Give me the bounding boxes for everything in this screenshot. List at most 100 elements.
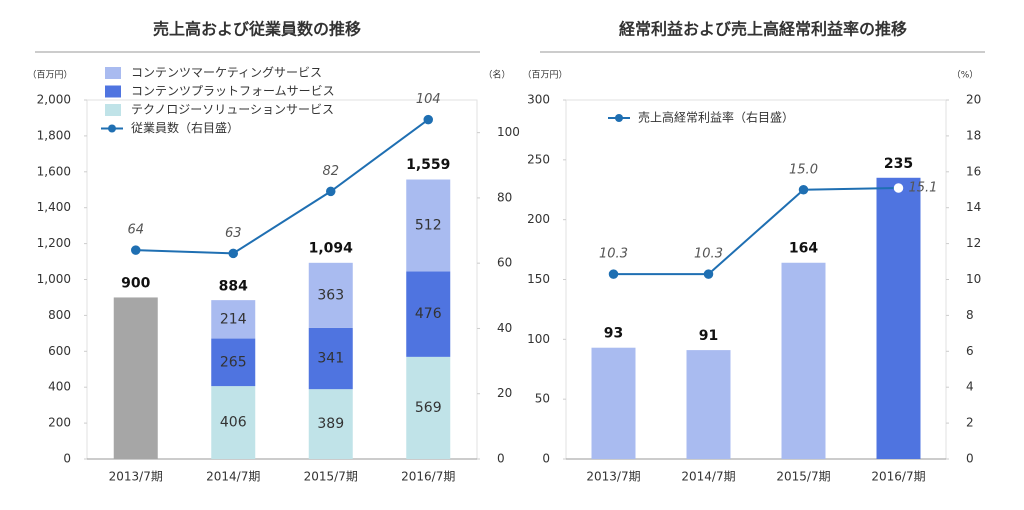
bar-label: 91 xyxy=(699,328,718,344)
y-tick-label: 0 xyxy=(63,452,71,466)
x-tick-label: 2013/7期 xyxy=(586,470,640,484)
line-point xyxy=(893,183,904,193)
y-tick-label: 300 xyxy=(527,93,550,107)
line-point xyxy=(326,186,336,197)
total-label: 884 xyxy=(219,278,248,294)
legend-swatch xyxy=(105,104,121,116)
y2-tick-label: 12 xyxy=(966,236,981,250)
line xyxy=(135,118,429,255)
bar xyxy=(308,389,353,459)
y-tick-label: 250 xyxy=(527,152,550,166)
legend-label: 売上高経常利益率（右目盛） xyxy=(638,110,794,125)
y2-tick-label: 16 xyxy=(966,164,981,178)
line-point xyxy=(131,245,141,255)
legend-dot xyxy=(108,124,116,133)
line-label: 15.0 xyxy=(789,162,818,177)
y2-tick-label: 0 xyxy=(497,452,505,466)
line-point xyxy=(608,269,619,279)
segment-label: 265 xyxy=(220,354,247,370)
y-tick-label: 150 xyxy=(527,272,550,286)
chart-title: 経常利益および売上高経常利益率の推移 xyxy=(619,20,907,39)
y2-tick-label: 2 xyxy=(966,416,974,430)
bar xyxy=(406,356,451,459)
line-point xyxy=(703,269,714,279)
y2-tick-label: 60 xyxy=(497,256,512,270)
y-tick-label: 600 xyxy=(48,344,71,358)
y-tick-label: 1,000 xyxy=(37,272,71,286)
y2-tick-label: 80 xyxy=(497,190,512,204)
chart-title: 売上高および従業員数の推移 xyxy=(153,20,361,39)
legend-label: 従業員数（右目盛） xyxy=(131,120,239,135)
total-label: 1,559 xyxy=(406,157,450,173)
bar xyxy=(876,177,921,460)
y2-tick-label: 4 xyxy=(966,380,974,394)
y2-tick-label: 40 xyxy=(497,321,512,335)
line-label: 15.1 xyxy=(909,180,938,195)
y-tick-label: 800 xyxy=(48,308,71,322)
legend-swatch xyxy=(105,67,121,79)
x-tick-label: 2016/7期 xyxy=(401,470,455,484)
y2-tick-label: 14 xyxy=(966,200,981,214)
segment-label: 512 xyxy=(415,217,442,233)
line-label: 82 xyxy=(322,164,339,179)
total-label: 900 xyxy=(121,275,150,291)
y-tick-label: 0 xyxy=(542,452,550,466)
bar xyxy=(211,338,256,387)
line-label: 64 xyxy=(127,223,144,238)
bar-label: 93 xyxy=(604,326,623,342)
bar xyxy=(113,297,158,459)
bar xyxy=(406,271,451,357)
line-point xyxy=(228,248,238,259)
x-tick-label: 2014/7期 xyxy=(206,470,260,484)
line-label: 104 xyxy=(416,92,441,107)
segment-label: 389 xyxy=(317,416,344,432)
y2-tick-label: 6 xyxy=(966,344,974,358)
segment-label: 569 xyxy=(415,400,442,416)
line-point xyxy=(423,114,433,125)
bar xyxy=(781,262,826,459)
total-label: 1,094 xyxy=(309,241,354,257)
x-tick-label: 2013/7期 xyxy=(109,470,163,484)
line xyxy=(613,186,899,276)
y2-tick-label: 100 xyxy=(497,125,520,139)
legend-label: コンテンツプラットフォームサービス xyxy=(131,84,335,98)
y-tick-label: 2,000 xyxy=(37,93,71,107)
legend-label: コンテンツマーケティングサービス xyxy=(131,66,322,80)
legend-label: テクノロジーソリューションサービス xyxy=(131,103,334,117)
bar xyxy=(591,347,636,459)
y2-tick-label: 10 xyxy=(966,272,981,286)
x-tick-label: 2014/7期 xyxy=(681,470,735,484)
y-tick-label: 1,600 xyxy=(37,164,71,178)
y-tick-label: 200 xyxy=(527,212,550,226)
line-label: 10.3 xyxy=(599,247,628,262)
x-tick-label: 2015/7期 xyxy=(304,470,358,484)
segment-label: 341 xyxy=(317,351,344,367)
line-label: 10.3 xyxy=(694,247,723,262)
segment-label: 363 xyxy=(317,287,344,303)
x-tick-label: 2016/7期 xyxy=(871,470,925,484)
y2-tick-label: 0 xyxy=(966,452,974,466)
line-point xyxy=(798,185,809,195)
y-tick-label: 1,400 xyxy=(37,200,71,214)
y-tick-label: 400 xyxy=(48,380,71,394)
bar xyxy=(406,179,451,272)
bar xyxy=(686,350,731,459)
bar xyxy=(211,300,256,339)
bar xyxy=(211,386,256,459)
segment-label: 406 xyxy=(220,415,247,431)
y2-unit: （%） xyxy=(952,70,979,81)
x-tick-label: 2015/7期 xyxy=(776,470,830,484)
y2-unit: （名） xyxy=(483,69,510,81)
y-tick-label: 1,200 xyxy=(37,236,71,250)
y2-tick-label: 18 xyxy=(966,128,981,142)
segment-label: 476 xyxy=(415,306,442,322)
line-label: 63 xyxy=(225,226,242,241)
y-tick-label: 200 xyxy=(48,416,71,430)
legend-dot xyxy=(615,114,623,122)
y2-tick-label: 8 xyxy=(966,308,974,322)
segment-label: 214 xyxy=(220,311,247,327)
y-tick-label: 50 xyxy=(535,392,550,406)
y2-tick-label: 20 xyxy=(497,386,512,400)
